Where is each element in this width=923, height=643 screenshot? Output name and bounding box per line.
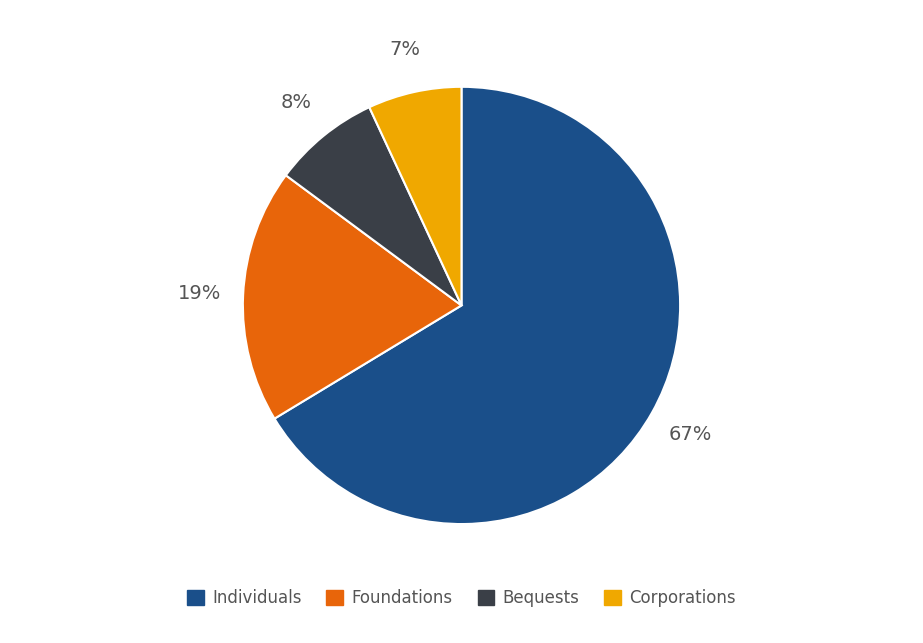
Wedge shape (243, 176, 462, 419)
Wedge shape (274, 87, 680, 524)
Text: 8%: 8% (281, 93, 311, 112)
Text: 7%: 7% (390, 40, 420, 59)
Text: 67%: 67% (668, 425, 712, 444)
Text: 19%: 19% (178, 284, 222, 303)
Legend: Individuals, Foundations, Bequests, Corporations: Individuals, Foundations, Bequests, Corp… (180, 583, 743, 614)
Wedge shape (369, 87, 462, 305)
Wedge shape (286, 107, 462, 305)
